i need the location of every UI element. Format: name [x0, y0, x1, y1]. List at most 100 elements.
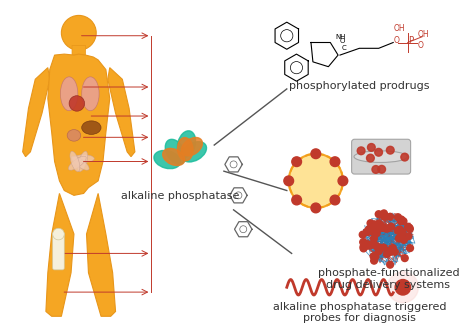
- Ellipse shape: [354, 151, 407, 163]
- Circle shape: [367, 228, 374, 235]
- Text: phosphate-functionalized
drug delivery systems: phosphate-functionalized drug delivery s…: [318, 268, 459, 290]
- Circle shape: [399, 235, 406, 241]
- Circle shape: [378, 165, 385, 173]
- Circle shape: [360, 243, 367, 250]
- Circle shape: [311, 149, 320, 159]
- Circle shape: [397, 228, 404, 235]
- Text: O: O: [418, 41, 423, 50]
- Circle shape: [384, 225, 391, 232]
- Circle shape: [381, 224, 387, 231]
- Circle shape: [61, 15, 96, 50]
- Text: P: P: [408, 36, 413, 44]
- Circle shape: [395, 280, 410, 295]
- Circle shape: [330, 195, 340, 205]
- Circle shape: [387, 261, 393, 268]
- Circle shape: [370, 240, 377, 246]
- Circle shape: [372, 165, 380, 173]
- Circle shape: [398, 218, 404, 225]
- Circle shape: [357, 147, 365, 155]
- Circle shape: [378, 222, 384, 229]
- Circle shape: [365, 226, 372, 233]
- Text: NH: NH: [335, 34, 346, 39]
- Text: O: O: [340, 38, 346, 43]
- Ellipse shape: [68, 156, 86, 170]
- Circle shape: [405, 223, 411, 230]
- Polygon shape: [48, 54, 110, 195]
- Circle shape: [387, 213, 393, 220]
- Circle shape: [365, 241, 371, 248]
- Circle shape: [284, 176, 293, 186]
- Circle shape: [380, 224, 387, 231]
- Circle shape: [292, 157, 301, 166]
- Circle shape: [381, 213, 387, 220]
- Circle shape: [376, 225, 383, 232]
- Text: phosphorylated prodrugs: phosphorylated prodrugs: [289, 81, 429, 91]
- Circle shape: [395, 214, 401, 220]
- Circle shape: [377, 244, 384, 251]
- Circle shape: [374, 230, 380, 237]
- Ellipse shape: [82, 121, 101, 135]
- Circle shape: [388, 246, 395, 253]
- Circle shape: [383, 225, 390, 232]
- Circle shape: [311, 203, 320, 213]
- Circle shape: [380, 244, 387, 251]
- Circle shape: [388, 223, 394, 230]
- Circle shape: [396, 235, 403, 241]
- Circle shape: [360, 245, 367, 252]
- Circle shape: [292, 195, 301, 205]
- Text: alkaline phosphatase triggered
probes for diagnosis: alkaline phosphatase triggered probes fo…: [273, 302, 446, 323]
- Text: O: O: [393, 36, 399, 44]
- Circle shape: [401, 237, 407, 243]
- Circle shape: [375, 148, 383, 156]
- Circle shape: [400, 218, 407, 225]
- Circle shape: [360, 239, 366, 245]
- Ellipse shape: [82, 77, 99, 111]
- Circle shape: [338, 176, 348, 186]
- Circle shape: [371, 235, 377, 242]
- Circle shape: [69, 96, 84, 111]
- Circle shape: [399, 229, 406, 236]
- Circle shape: [374, 243, 380, 250]
- Circle shape: [387, 248, 394, 255]
- Ellipse shape: [73, 155, 94, 163]
- Circle shape: [395, 235, 402, 242]
- Circle shape: [406, 224, 413, 231]
- Text: C: C: [342, 45, 346, 51]
- Circle shape: [398, 216, 405, 223]
- Circle shape: [390, 244, 396, 251]
- Ellipse shape: [177, 131, 196, 157]
- Polygon shape: [87, 193, 116, 316]
- FancyBboxPatch shape: [53, 232, 64, 270]
- Circle shape: [375, 220, 382, 227]
- Ellipse shape: [60, 77, 78, 111]
- Circle shape: [381, 210, 387, 217]
- Ellipse shape: [154, 150, 181, 169]
- Ellipse shape: [72, 156, 89, 170]
- Circle shape: [371, 257, 377, 264]
- Circle shape: [392, 248, 398, 255]
- Circle shape: [383, 251, 390, 258]
- FancyBboxPatch shape: [352, 139, 410, 174]
- Circle shape: [372, 253, 379, 260]
- Circle shape: [366, 154, 374, 162]
- Text: OH: OH: [418, 30, 429, 39]
- Circle shape: [330, 157, 340, 166]
- Circle shape: [394, 227, 401, 234]
- Text: alkaline phosphatase: alkaline phosphatase: [121, 190, 239, 200]
- Circle shape: [371, 221, 377, 228]
- Circle shape: [401, 153, 409, 161]
- Circle shape: [289, 154, 343, 208]
- Circle shape: [363, 242, 369, 249]
- Ellipse shape: [165, 139, 185, 164]
- Circle shape: [375, 248, 382, 255]
- Circle shape: [367, 220, 374, 227]
- Circle shape: [401, 255, 408, 262]
- Ellipse shape: [182, 142, 207, 162]
- Circle shape: [387, 272, 419, 303]
- Circle shape: [367, 242, 374, 249]
- Circle shape: [370, 253, 377, 260]
- Ellipse shape: [67, 130, 81, 141]
- Circle shape: [405, 233, 412, 240]
- Circle shape: [359, 231, 366, 238]
- Polygon shape: [23, 68, 50, 157]
